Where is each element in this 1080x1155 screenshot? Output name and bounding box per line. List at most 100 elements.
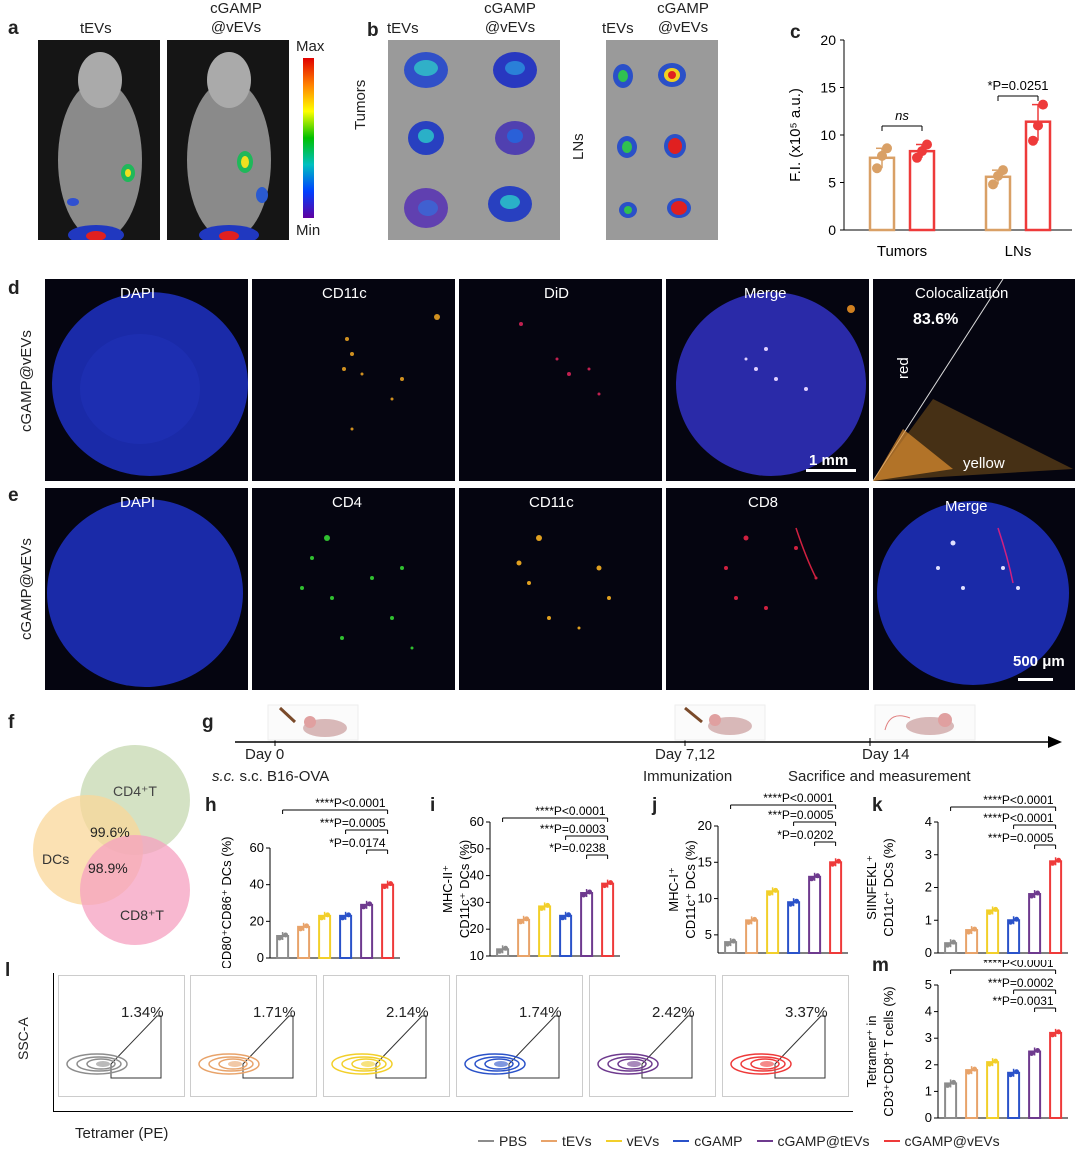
data-point	[518, 919, 524, 925]
significance-label: ***P=0.0003	[540, 822, 606, 836]
legend-swatch	[883, 1140, 900, 1142]
legend-label: vEVs	[626, 1133, 660, 1149]
data-point	[773, 887, 779, 893]
y-tick-label: 20	[698, 818, 712, 833]
panel-a-col2-label-line2: @vEVs	[210, 19, 262, 36]
flow-y-axis	[53, 973, 54, 1111]
data-point	[1035, 890, 1041, 896]
channel-label-d-merge: Merge	[744, 285, 787, 302]
legend-label: PBS	[499, 1133, 528, 1149]
y-tick-label: 2	[925, 1057, 932, 1072]
data-point	[319, 915, 325, 921]
data-point	[998, 165, 1008, 176]
y-axis-label: MHC-I⁺	[666, 867, 681, 911]
chart-panel-j: 5 10 15 20 ****P<0.0001 ***P=0.0005 *P=0.0202 M…	[666, 791, 848, 955]
organ-image-tumors	[388, 40, 560, 240]
chart-panel-i: 10 20 30 40 50 60 ****P<0.0001 ***P=0.0003 *P=0.…	[440, 804, 620, 963]
data-point	[361, 904, 367, 910]
scale-bar-label-e: 500 μm	[1013, 653, 1065, 670]
timeline	[235, 704, 1062, 748]
channel-label-e-cd8: CD8	[748, 494, 779, 511]
significance-label: *P=0.0251	[987, 78, 1048, 93]
panel-a-col2-label-line1: cGAMP	[210, 0, 262, 17]
flow-percentage: 2.42%	[652, 1004, 695, 1021]
data-point	[945, 942, 951, 948]
data-point	[608, 880, 614, 886]
data-point	[1050, 1032, 1056, 1038]
panel-label-b: b	[367, 20, 379, 41]
data-point	[602, 883, 608, 889]
flow-ylabel: SSC-A	[15, 1017, 31, 1060]
data-point	[767, 890, 773, 896]
data-point	[277, 935, 283, 941]
panel-label-g: g	[202, 712, 214, 733]
data-point	[1033, 120, 1043, 131]
y-axis-label: CD11c⁺ DCs (%)	[457, 840, 472, 938]
data-point	[1008, 919, 1014, 925]
panel-label-m: m	[872, 955, 889, 976]
panel-label-d: d	[8, 278, 20, 299]
significance-label: ***P=0.0005	[768, 808, 834, 822]
data-point	[283, 932, 289, 938]
data-point	[1038, 99, 1048, 110]
legend-swatch	[541, 1140, 558, 1142]
significance-label: ns	[895, 108, 909, 123]
y-tick-label: 0	[257, 950, 264, 965]
significance-label: ***P=0.0005	[988, 831, 1054, 845]
mouse-icon-day7	[674, 704, 766, 741]
legend-item-cgamp-vevs: cGAMP@vEVs	[883, 1133, 1000, 1149]
data-point	[1050, 860, 1056, 866]
micrograph-e-merge: Merge 500 μm	[873, 488, 1075, 690]
data-point	[972, 1066, 978, 1072]
micrograph-e-cd11c: CD11c	[459, 488, 662, 690]
data-point	[809, 876, 815, 882]
data-point	[497, 948, 503, 954]
ivis-image-cgamp-vevs	[167, 40, 289, 240]
venn-overlap-bottom: 98.9%	[88, 860, 128, 876]
y-tick-label: 60	[250, 840, 264, 855]
y-tick-label: 15	[698, 854, 712, 869]
data-point	[988, 179, 998, 190]
data-point	[388, 881, 394, 887]
data-point	[882, 143, 892, 154]
y-tick-label: 3	[925, 1030, 932, 1045]
flow-percentage: 1.71%	[253, 1004, 296, 1021]
data-point	[346, 912, 352, 918]
colocalization-value: 83.6%	[913, 311, 959, 328]
y-axis-label: CD11c⁺ DCs (%)	[881, 838, 896, 936]
y-tick-label: 1	[925, 912, 932, 927]
data-point	[951, 1079, 957, 1085]
flow-percentage: 3.37%	[785, 1004, 828, 1021]
y-tick-label: 1	[925, 1083, 932, 1098]
data-point	[1035, 1048, 1041, 1053]
y-tick-label: 50	[470, 841, 484, 856]
legend-label: cGAMP@vEVs	[904, 1133, 1000, 1149]
panel-b-row-tumors: Tumors	[352, 79, 369, 130]
bar-vevs	[766, 890, 780, 954]
micrograph-e-dapi: DAPI	[45, 488, 248, 690]
panel-b-tumors-col2-line1: cGAMP	[484, 0, 536, 17]
venn-overlap-top: 99.6%	[90, 824, 130, 840]
panel-label-a: a	[8, 18, 19, 39]
data-point	[788, 901, 794, 907]
organ-image-lns	[606, 40, 718, 240]
legend-item-tevs: tEVs	[541, 1133, 592, 1149]
panel-b-lns-col1: tEVs	[602, 20, 634, 37]
data-point	[945, 1082, 951, 1088]
data-point	[1056, 1029, 1062, 1035]
y-tick-label: 0	[925, 945, 932, 960]
bar-tevs	[297, 925, 311, 959]
bar-tevs	[965, 1069, 979, 1120]
data-point	[1008, 1072, 1014, 1078]
y-tick-label: 30	[470, 894, 484, 909]
channel-label-e-cd11c: CD11c	[529, 494, 574, 511]
legend-item-cgamp-tevs: cGAMP@tEVs	[756, 1133, 870, 1149]
bar-cgamp	[1007, 919, 1021, 954]
data-point	[1014, 916, 1020, 922]
panel-label-h: h	[205, 795, 217, 816]
data-point	[340, 915, 346, 921]
y-tick-label: 0	[925, 1110, 932, 1125]
y-tick-label: 5	[705, 927, 712, 942]
scale-bar-d	[806, 469, 856, 472]
data-point	[581, 892, 587, 898]
